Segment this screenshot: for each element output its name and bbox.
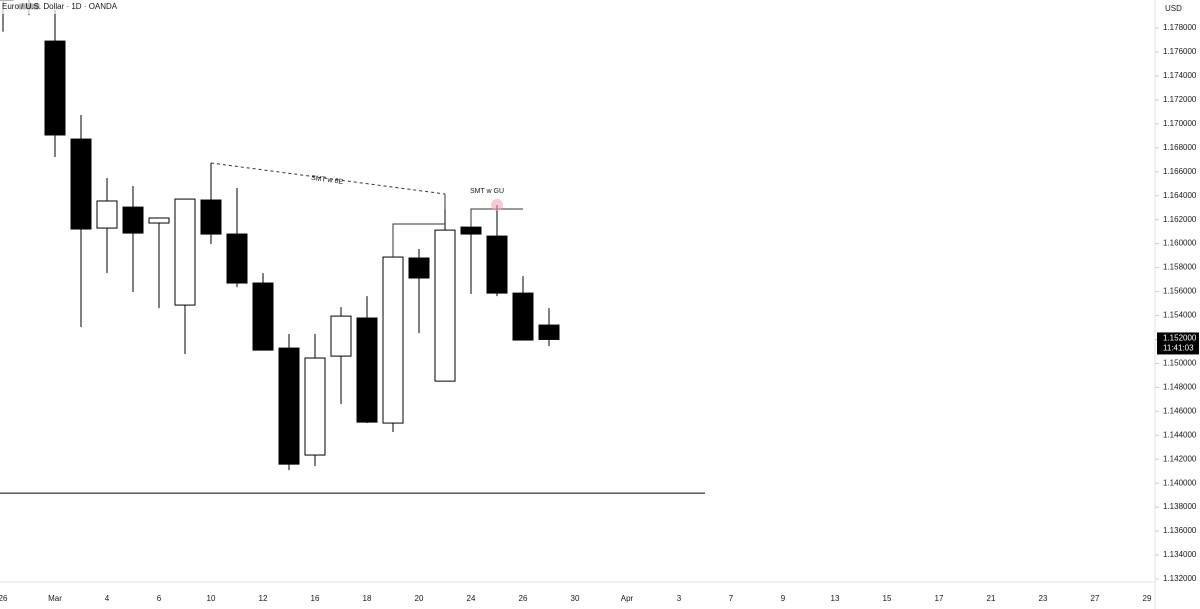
candle-body	[174, 198, 196, 306]
title-bg	[0, 0, 150, 14]
y-tick-label: 1.170000	[1163, 119, 1197, 128]
x-tick-label: Mar	[48, 594, 62, 603]
y-tick-label: 1.150000	[1163, 359, 1197, 368]
y-tick-label: 1.142000	[1163, 454, 1197, 463]
y-tick-label: 1.154000	[1163, 311, 1197, 320]
x-tick-label: Apr	[621, 594, 634, 603]
y-tick-label: 1.168000	[1163, 143, 1197, 152]
x-tick-label: 16	[311, 594, 320, 603]
bracket	[470, 208, 523, 227]
candle-body	[330, 315, 352, 357]
candle-body	[304, 357, 326, 456]
y-tick-label: 1.162000	[1163, 215, 1197, 224]
x-tick-label: 4	[105, 594, 110, 603]
x-tick-label: 10	[207, 594, 216, 603]
y-tick-label: 1.160000	[1163, 239, 1197, 248]
candle-body	[122, 206, 144, 234]
y-tick-label: 1.158000	[1163, 263, 1197, 272]
chart-title: Euro / U.S. Dollar · 1D · OANDA	[2, 2, 118, 11]
candle-body	[70, 138, 92, 230]
x-tick-label: 30	[571, 594, 580, 603]
y-tick-label: 1.164000	[1163, 191, 1197, 200]
x-tick-label: 7	[729, 594, 734, 603]
candle-body	[44, 40, 66, 136]
x-tick-label: 12	[259, 594, 268, 603]
x-tick-label: 3	[677, 594, 682, 603]
x-tick-label: 18	[363, 594, 372, 603]
bracket	[392, 223, 445, 257]
y-tick-label: 1.146000	[1163, 406, 1197, 415]
candle-body	[356, 317, 378, 423]
x-tick-label: 23	[1039, 594, 1048, 603]
y-tick-label: 1.174000	[1163, 71, 1197, 80]
y-tick-label: 1.138000	[1163, 502, 1197, 511]
x-tick-label: 15	[883, 594, 892, 603]
x-tick-label: 26	[519, 594, 528, 603]
candle-body	[460, 226, 482, 235]
candle-body	[434, 229, 456, 382]
x-tick-label: 26	[0, 594, 8, 603]
annotation-text: SMT w 6E	[311, 175, 344, 186]
x-tick-label: 17	[935, 594, 944, 603]
y-tick-label: 1.172000	[1163, 95, 1197, 104]
candle-body	[226, 233, 248, 284]
x-tick-label: 6	[157, 594, 162, 603]
x-tick-label: 20	[415, 594, 424, 603]
annotation-text: SMT w GU	[470, 188, 504, 195]
x-tick-label: 24	[467, 594, 476, 603]
candle-body	[252, 282, 274, 351]
x-tick-label: 9	[781, 594, 786, 603]
y-tick-label: 1.178000	[1163, 23, 1197, 32]
candle-body	[200, 199, 222, 235]
last-price-box	[1157, 332, 1199, 355]
candle-body	[278, 347, 300, 465]
candle-body	[512, 292, 534, 341]
y-tick-label: 1.136000	[1163, 526, 1197, 535]
x-tick-label: 21	[987, 594, 996, 603]
x-tick-label: 27	[1091, 594, 1100, 603]
plot-area	[0, 0, 705, 494]
y-tick-label: 1.176000	[1163, 47, 1197, 56]
y-tick-label: 1.140000	[1163, 478, 1197, 487]
y-tick-label: 1.156000	[1163, 287, 1197, 296]
last-price-label: 1.152000	[1163, 334, 1197, 343]
y-tick-label: 1.132000	[1163, 574, 1197, 583]
x-tick-label: 13	[831, 594, 840, 603]
highlight-dot	[491, 199, 503, 211]
candle-body	[408, 257, 430, 279]
y-tick-label: 1.144000	[1163, 430, 1197, 439]
candle-body	[486, 235, 508, 294]
candle-body	[148, 217, 170, 224]
y-tick-label: 1.166000	[1163, 167, 1197, 176]
axes: 1.178000 1.176000 1.174000 1.172000 1.170000…	[0, 23, 1199, 603]
annotations	[210, 162, 523, 257]
candle-body	[538, 324, 560, 340]
candle-body	[382, 256, 404, 424]
currency-label: USD	[1165, 4, 1182, 13]
x-tick-label: 29	[1143, 594, 1152, 603]
countdown-label: 11:41:03	[1163, 344, 1194, 353]
candle-body	[96, 200, 118, 229]
y-tick-label: 1.134000	[1163, 550, 1197, 559]
y-tick-label: 1.148000	[1163, 382, 1197, 391]
